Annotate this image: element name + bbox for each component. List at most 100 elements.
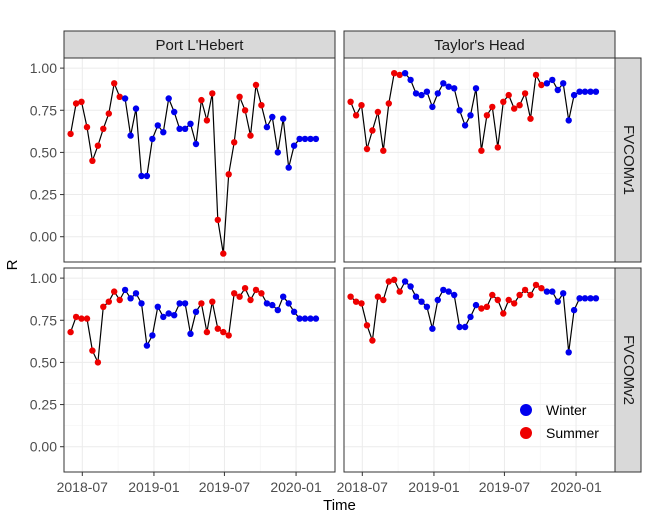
data-point — [72, 100, 80, 107]
data-point — [516, 102, 523, 109]
data-point — [418, 91, 425, 99]
y-axis-title: R — [4, 259, 21, 270]
data-point — [121, 286, 129, 294]
data-point — [581, 88, 589, 95]
data-point — [214, 325, 221, 332]
data-point — [478, 147, 485, 154]
data-point — [263, 300, 271, 307]
data-point — [187, 120, 194, 128]
data-point — [511, 300, 518, 307]
data-point — [549, 288, 556, 295]
data-point — [307, 135, 314, 143]
data-point — [391, 276, 398, 283]
data-point — [521, 90, 529, 97]
data-point — [94, 142, 102, 149]
data-point — [165, 95, 172, 102]
data-point — [587, 88, 594, 95]
x-tick-label: 2019-07 — [479, 479, 531, 495]
data-point — [472, 301, 480, 309]
data-point — [391, 70, 398, 77]
data-point — [429, 325, 436, 332]
data-point — [187, 330, 194, 337]
data-point — [258, 102, 265, 109]
panel-border — [63, 267, 336, 473]
data-point — [374, 293, 382, 300]
data-point — [554, 86, 561, 94]
data-point — [111, 288, 118, 295]
data-point — [412, 293, 420, 300]
data-point — [347, 98, 354, 106]
panel-port-l-hebert-fvcomv1: 0.00 0.25 0.50 0.75 1.00 — [30, 57, 336, 263]
data-point — [121, 95, 129, 102]
data-point — [500, 310, 507, 317]
data-point — [285, 164, 292, 171]
data-point — [154, 122, 161, 129]
data-point — [280, 293, 287, 300]
data-point — [176, 125, 183, 132]
data-point — [296, 315, 303, 322]
data-point — [269, 301, 276, 309]
data-point — [396, 71, 403, 79]
data-point — [363, 322, 371, 329]
data-point — [581, 295, 589, 302]
data-point — [592, 88, 600, 95]
data-point — [560, 80, 567, 87]
data-point — [116, 296, 123, 304]
data-point — [290, 142, 298, 149]
data-point — [570, 91, 578, 99]
data-point — [570, 306, 578, 314]
data-point — [171, 108, 178, 116]
data-point — [138, 172, 145, 180]
panel-port-l-hebert-fvcomv2: 0.00 0.25 0.50 0.75 1.00 2018-07 2019-01 2019-0… — [30, 267, 336, 495]
panel-background — [64, 268, 335, 472]
data-point — [209, 90, 216, 97]
data-point — [451, 291, 458, 299]
facet-label-fvcomv2: FVCOMv2 — [620, 335, 637, 405]
data-point — [467, 112, 474, 119]
data-point — [445, 288, 452, 295]
data-point — [576, 88, 583, 95]
data-point — [241, 107, 249, 114]
data-point — [116, 93, 123, 101]
data-point — [176, 300, 183, 307]
data-point — [290, 308, 298, 315]
data-point — [401, 70, 409, 77]
data-point — [181, 125, 189, 132]
data-point — [89, 347, 96, 354]
data-point — [143, 172, 151, 180]
data-point — [532, 281, 540, 289]
series-line — [70, 81, 316, 254]
data-point — [154, 303, 161, 310]
data-point — [67, 130, 74, 138]
x-tick-label: 2019-07 — [199, 479, 251, 495]
data-point — [165, 310, 172, 317]
data-point — [214, 216, 221, 224]
data-point — [247, 296, 254, 304]
data-point — [451, 85, 458, 92]
data-point — [72, 313, 80, 321]
data-point — [132, 105, 140, 112]
data-point — [461, 122, 469, 129]
data-point — [374, 108, 382, 116]
data-point — [358, 102, 365, 109]
data-point — [385, 278, 392, 285]
data-point — [500, 98, 507, 106]
x-tick-label: 2019-01 — [128, 479, 180, 495]
data-point — [587, 295, 594, 302]
legend-winter-label: Winter — [546, 402, 587, 418]
strip-right-fvcomv1: FVCOMv1 — [614, 57, 642, 263]
data-point — [127, 132, 134, 139]
strip-top-port-lhebert: Port L'Hebert — [63, 30, 336, 59]
data-point — [100, 125, 107, 132]
y-tick-label: 0.50 — [30, 144, 57, 160]
data-point — [89, 157, 96, 164]
y-tick-label: 0.25 — [30, 397, 57, 413]
data-point — [434, 296, 441, 304]
y-tick-label: 1.00 — [30, 270, 57, 286]
data-point — [252, 81, 260, 89]
y-tick-label: 0.25 — [30, 187, 57, 203]
data-point — [494, 144, 501, 151]
data-point — [472, 85, 480, 92]
data-point — [483, 112, 491, 119]
